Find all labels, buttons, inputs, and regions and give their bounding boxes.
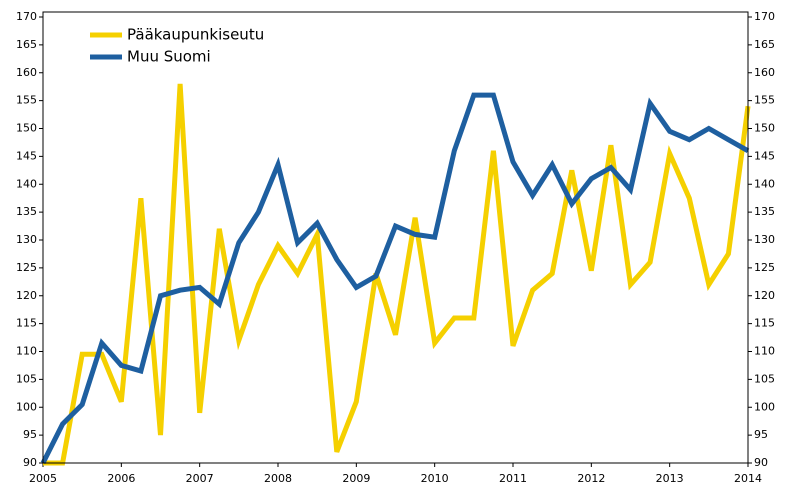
y-tick-label: 100 [16, 400, 37, 413]
x-tick-label: 2013 [656, 472, 684, 485]
y2-tick-label: 95 [754, 428, 768, 441]
y2-tick-label: 110 [754, 345, 775, 358]
y-tick-label: 170 [16, 10, 37, 23]
y-tick-label: 95 [23, 428, 37, 441]
series-line [43, 83, 751, 466]
y2-tick-label: 170 [754, 10, 775, 23]
x-tick-label: 2007 [186, 472, 214, 485]
y-tick-label: 155 [16, 94, 37, 107]
y2-tick-label: 140 [754, 177, 775, 190]
y-tick-label: 140 [16, 177, 37, 190]
legend-label: Pääkaupunkiseutu [127, 26, 264, 44]
x-tick-label: 2012 [577, 472, 605, 485]
plot-frame [42, 11, 749, 464]
y2-tick-label: 165 [754, 38, 775, 51]
y2-tick-label: 160 [754, 66, 775, 79]
x-tick-label: 2009 [342, 472, 370, 485]
y-tick-label: 120 [16, 289, 37, 302]
y2-tick-label: 150 [754, 122, 775, 135]
series-line [40, 92, 750, 465]
x-tick-label: 2010 [421, 472, 449, 485]
y2-tick-label: 130 [754, 233, 775, 246]
y-tick-label: 130 [16, 233, 37, 246]
x-tick-label: 2014 [734, 472, 762, 485]
y2-tick-label: 135 [754, 205, 775, 218]
x-tick-label: 2005 [29, 472, 57, 485]
y-tick-label: 110 [16, 345, 37, 358]
y2-tick-label: 115 [754, 317, 775, 330]
y-tick-label: 105 [16, 372, 37, 385]
y2-tick-label: 125 [754, 261, 775, 274]
y-tick-label: 90 [23, 456, 37, 469]
plot-border [42, 11, 749, 464]
y-tick-label: 125 [16, 261, 37, 274]
legend-label: Muu Suomi [127, 48, 211, 66]
y2-tick-label: 145 [754, 149, 775, 162]
y2-tick-label: 100 [754, 400, 775, 413]
y-tick-label: 135 [16, 205, 37, 218]
y-tick-label: 145 [16, 149, 37, 162]
y2-tick-label: 105 [754, 372, 775, 385]
y-tick-label: 115 [16, 317, 37, 330]
y2-tick-label: 120 [754, 289, 775, 302]
x-tick-label: 2006 [107, 472, 135, 485]
y2-tick-label: 155 [754, 94, 775, 107]
x-tick-label: 2011 [499, 472, 527, 485]
y-tick-label: 160 [16, 66, 37, 79]
y2-tick-label: 90 [754, 456, 768, 469]
y-tick-label: 150 [16, 122, 37, 135]
y-tick-label: 165 [16, 38, 37, 51]
x-tick-label: 2008 [264, 472, 292, 485]
